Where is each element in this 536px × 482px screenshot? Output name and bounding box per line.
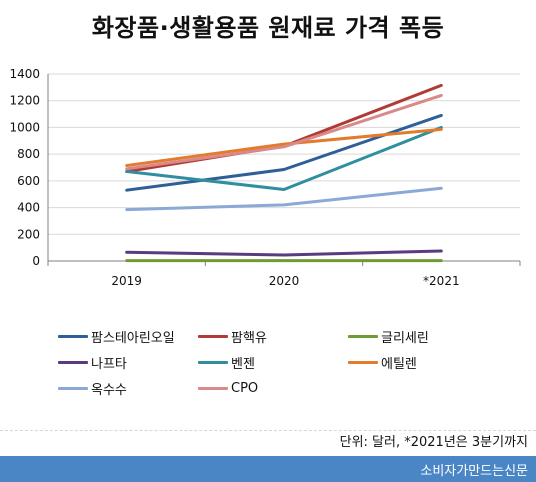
legend-swatch [198, 360, 228, 364]
legend-label: 팜핵유 [231, 330, 267, 346]
legend-item: 글리세린 [348, 326, 429, 346]
legend-item: 나프타 [58, 352, 127, 372]
source-label: 소비자가만드는신문 [420, 464, 528, 479]
y-tick-label: 600 [17, 174, 40, 188]
legend-label: 벤젠 [231, 356, 255, 372]
divider [0, 430, 536, 431]
legend-item: 벤젠 [198, 352, 255, 372]
line-chart: 0 200 400 600 800 1000 1200 1400 2019 2020 *2021 [9, 67, 521, 288]
legend-item: 팜스테아린오일 [58, 326, 175, 346]
legend-item: 에틸렌 [348, 352, 417, 372]
legend-label: 에틸렌 [381, 356, 417, 372]
legend-label: 팜스테아린오일 [91, 330, 175, 346]
y-tick-label: 1400 [9, 67, 40, 81]
y-tick-label: 1200 [9, 94, 40, 108]
y-tick-label: 1000 [9, 120, 40, 134]
series-line [125, 186, 443, 212]
legend-item: CPO [198, 378, 258, 398]
legend-item: 옥수수 [58, 378, 127, 398]
y-tick-label: 200 [17, 227, 40, 241]
legend-swatch [58, 386, 88, 390]
x-tick-label: 2020 [269, 274, 300, 288]
footer-bar: 소비자가만드는신문 [0, 456, 536, 482]
y-tick-label: 400 [17, 201, 40, 215]
series-line [125, 127, 443, 167]
legend-label: 글리세린 [381, 330, 429, 346]
series-line [125, 113, 443, 192]
legend-swatch [348, 360, 378, 364]
legend-label: 나프타 [91, 356, 127, 372]
unit-note: 단위: 달러, *2021년은 3분기까지 [339, 435, 528, 450]
series-line [125, 125, 443, 191]
legend-swatch [198, 334, 228, 338]
chart-title: 화장품·생활용품 원재료 가격 폭등 [91, 14, 445, 42]
legend-swatch [198, 386, 228, 390]
x-tick-label: *2021 [423, 274, 460, 288]
legend-swatch [348, 334, 378, 338]
series-line [125, 93, 443, 171]
x-tick-label: 2019 [111, 274, 142, 288]
legend-swatch [58, 334, 88, 338]
y-tick-label: 800 [17, 147, 40, 161]
legend-swatch [58, 360, 88, 364]
legend-item: 팜핵유 [198, 326, 267, 346]
series-line [125, 249, 443, 257]
legend-label: CPO [231, 380, 259, 396]
legend-label: 옥수수 [91, 382, 127, 398]
y-tick-label: 0 [32, 254, 40, 268]
